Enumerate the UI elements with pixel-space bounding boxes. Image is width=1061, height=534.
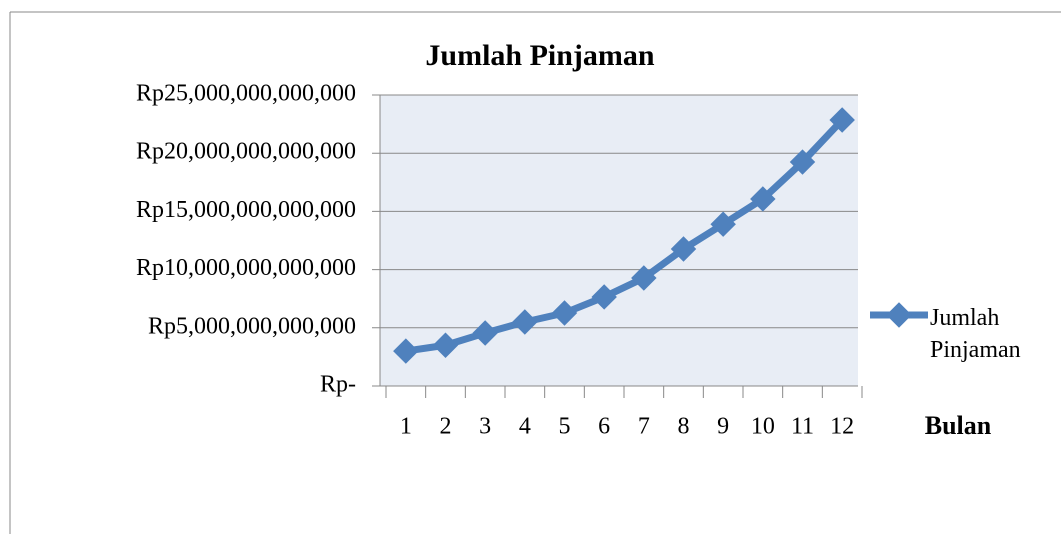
y-tick-label: Rp15,000,000,000,000 [136,197,356,223]
x-tick-label: 4 [519,414,531,440]
x-tick-label: 6 [598,414,610,440]
x-tick-label: 2 [440,414,452,440]
chart-title: Jumlah Pinjaman [425,39,655,72]
data-point [750,186,776,212]
x-tick-label: 7 [638,414,650,440]
data-point [631,265,657,291]
legend-label: Jumlah Pinjaman [930,305,1021,363]
x-axis-label: Bulan [925,411,992,440]
x-tick-label: 3 [479,414,491,440]
x-tick-label: 12 [830,414,854,440]
data-point [829,107,855,133]
data-point [789,149,816,175]
data-point [393,338,419,364]
data-point [710,211,736,237]
y-tick-label: Rp5,000,000,000,000 [148,313,356,339]
y-tick-label: Rp10,000,000,000,000 [136,255,356,281]
x-tick-label: 5 [559,414,571,440]
data-point [472,320,498,346]
data-point [551,300,578,326]
data-point [432,332,459,358]
y-tick-label: Rp25,000,000,000,000 [136,81,356,107]
y-tick-label: Rp- [320,372,356,398]
x-tick-label: 1 [400,414,412,440]
data-point [512,309,538,335]
data-point [591,284,617,310]
x-tick-label: 8 [678,414,690,440]
x-tick-label: 11 [791,414,814,440]
x-tick-label: 9 [717,414,729,440]
data-point [670,236,697,262]
legend-marker [886,302,912,328]
y-tick-label: Rp20,000,000,000,000 [136,139,356,165]
x-tick-label: 10 [751,414,775,440]
